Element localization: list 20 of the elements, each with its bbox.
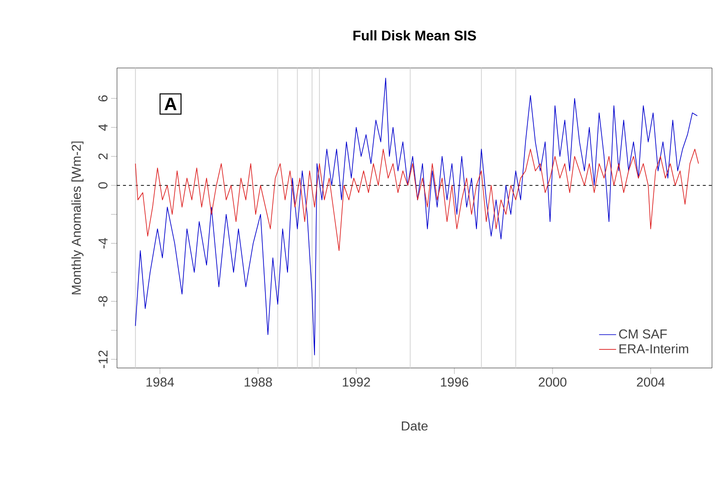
y-tick-label: -8 (98, 296, 108, 306)
chart-title: Full Disk Mean SIS (353, 30, 476, 40)
legend-label: ERA-Interim (620, 344, 688, 354)
x-tick-label: 2004 (636, 378, 665, 387)
y-tick-label: -4 (98, 238, 108, 249)
x-tick-label: 1992 (342, 378, 370, 387)
y-tick-label: 0 (98, 182, 108, 188)
line-series (135, 78, 698, 356)
y-tick-label: -12 (98, 350, 108, 368)
annotation: A (164, 98, 177, 110)
y-axis-title: Monthly Anomalies [Wm-2] (71, 142, 84, 294)
y-tick-label: 4 (98, 124, 108, 131)
x-tick-label: 2000 (538, 378, 566, 387)
x-axis-title: Date (402, 422, 428, 431)
x-tick-label: 1984 (146, 378, 174, 387)
x-tick-label: 1996 (440, 378, 468, 387)
x-tick-label: 1988 (244, 378, 272, 387)
legend-label: CM SAF (619, 329, 667, 339)
y-tick-label: 2 (98, 153, 108, 160)
y-tick-label: 6 (98, 95, 108, 102)
